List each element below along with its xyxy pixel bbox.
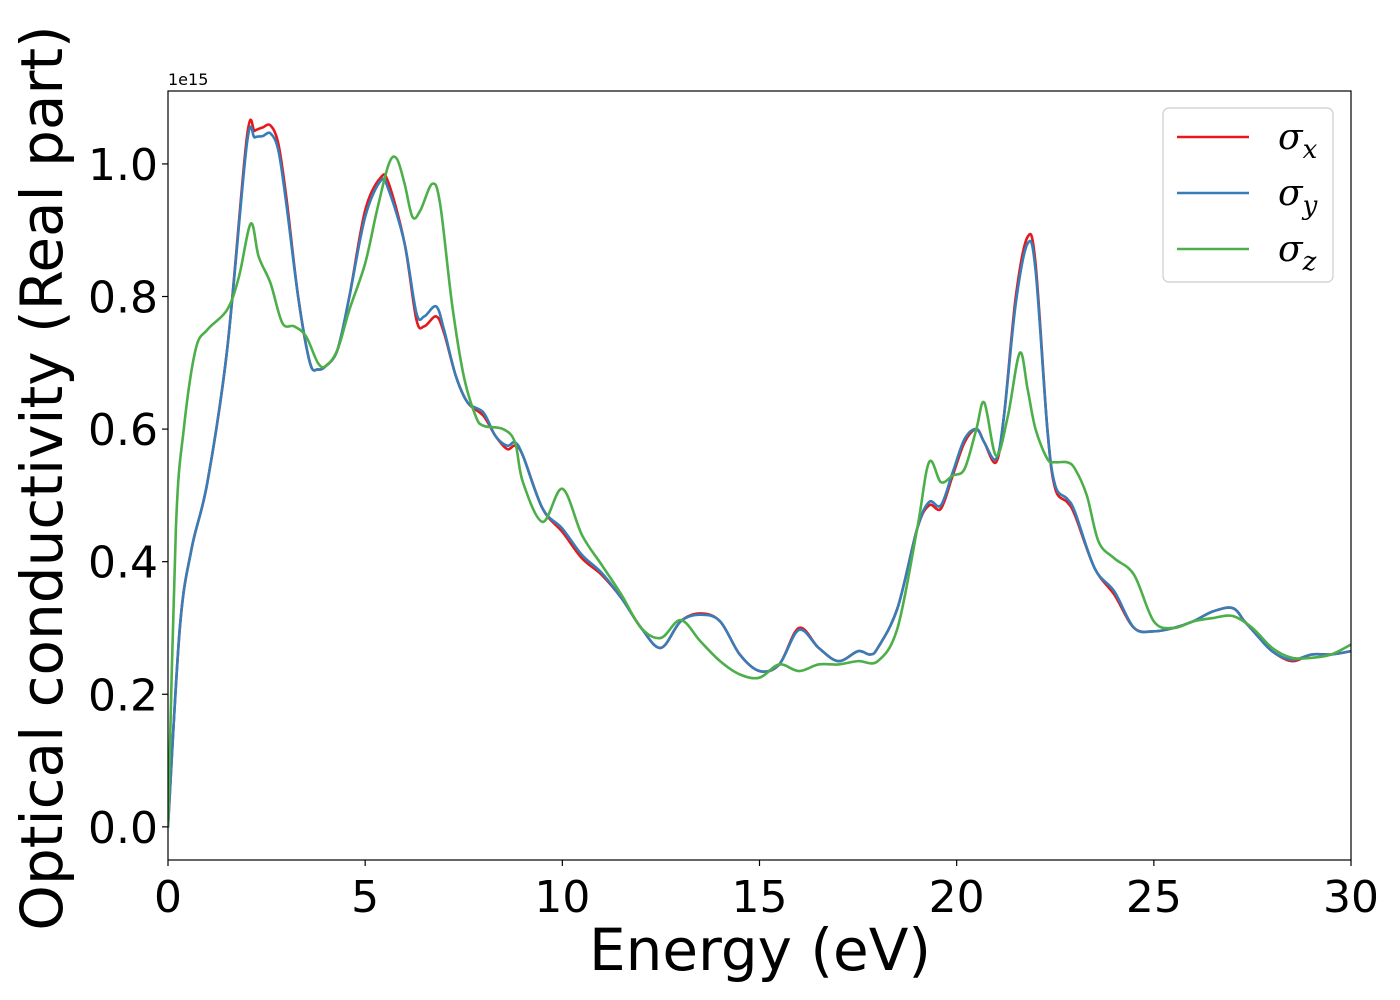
y-tick-label: 0.8 <box>88 273 158 324</box>
x-tick-label: 10 <box>534 872 590 923</box>
y-tick-label: 0.4 <box>88 538 158 589</box>
series-lines <box>168 118 1351 829</box>
x-tick-label: 0 <box>154 872 182 923</box>
legend-label-z: σz <box>1278 229 1317 277</box>
y-axis-label: Optical conductivity (Real part) <box>8 25 76 930</box>
legend-label-y: σy <box>1278 173 1318 221</box>
x-tick-label: 5 <box>351 872 379 923</box>
y-tick-label: 0.2 <box>88 670 158 721</box>
x-tick-label: 20 <box>929 872 985 923</box>
legend-box <box>1162 107 1334 283</box>
y-axis-ticks: 0.0 0.2 0.4 0.6 0.8 1.0 <box>88 140 168 854</box>
x-tick-label: 30 <box>1323 872 1379 923</box>
series-line-y <box>168 125 1351 829</box>
legend: σx σy σz <box>1162 107 1334 283</box>
y-tick-label: 0.0 <box>88 803 158 854</box>
x-tick-label: 15 <box>732 872 788 923</box>
legend-entries: σx σy σz <box>1177 117 1318 277</box>
x-axis-ticks: 0 5 10 15 20 25 30 <box>154 860 1379 923</box>
y-tick-label: 1.0 <box>88 140 158 191</box>
y-tick-label: 0.6 <box>88 405 158 456</box>
x-axis-label: Energy (eV) <box>589 916 931 984</box>
legend-label-x: σx <box>1278 117 1318 165</box>
y-offset-label: 1e15 <box>168 70 208 89</box>
series-line-z <box>168 155 1351 829</box>
x-tick-label: 25 <box>1126 872 1182 923</box>
